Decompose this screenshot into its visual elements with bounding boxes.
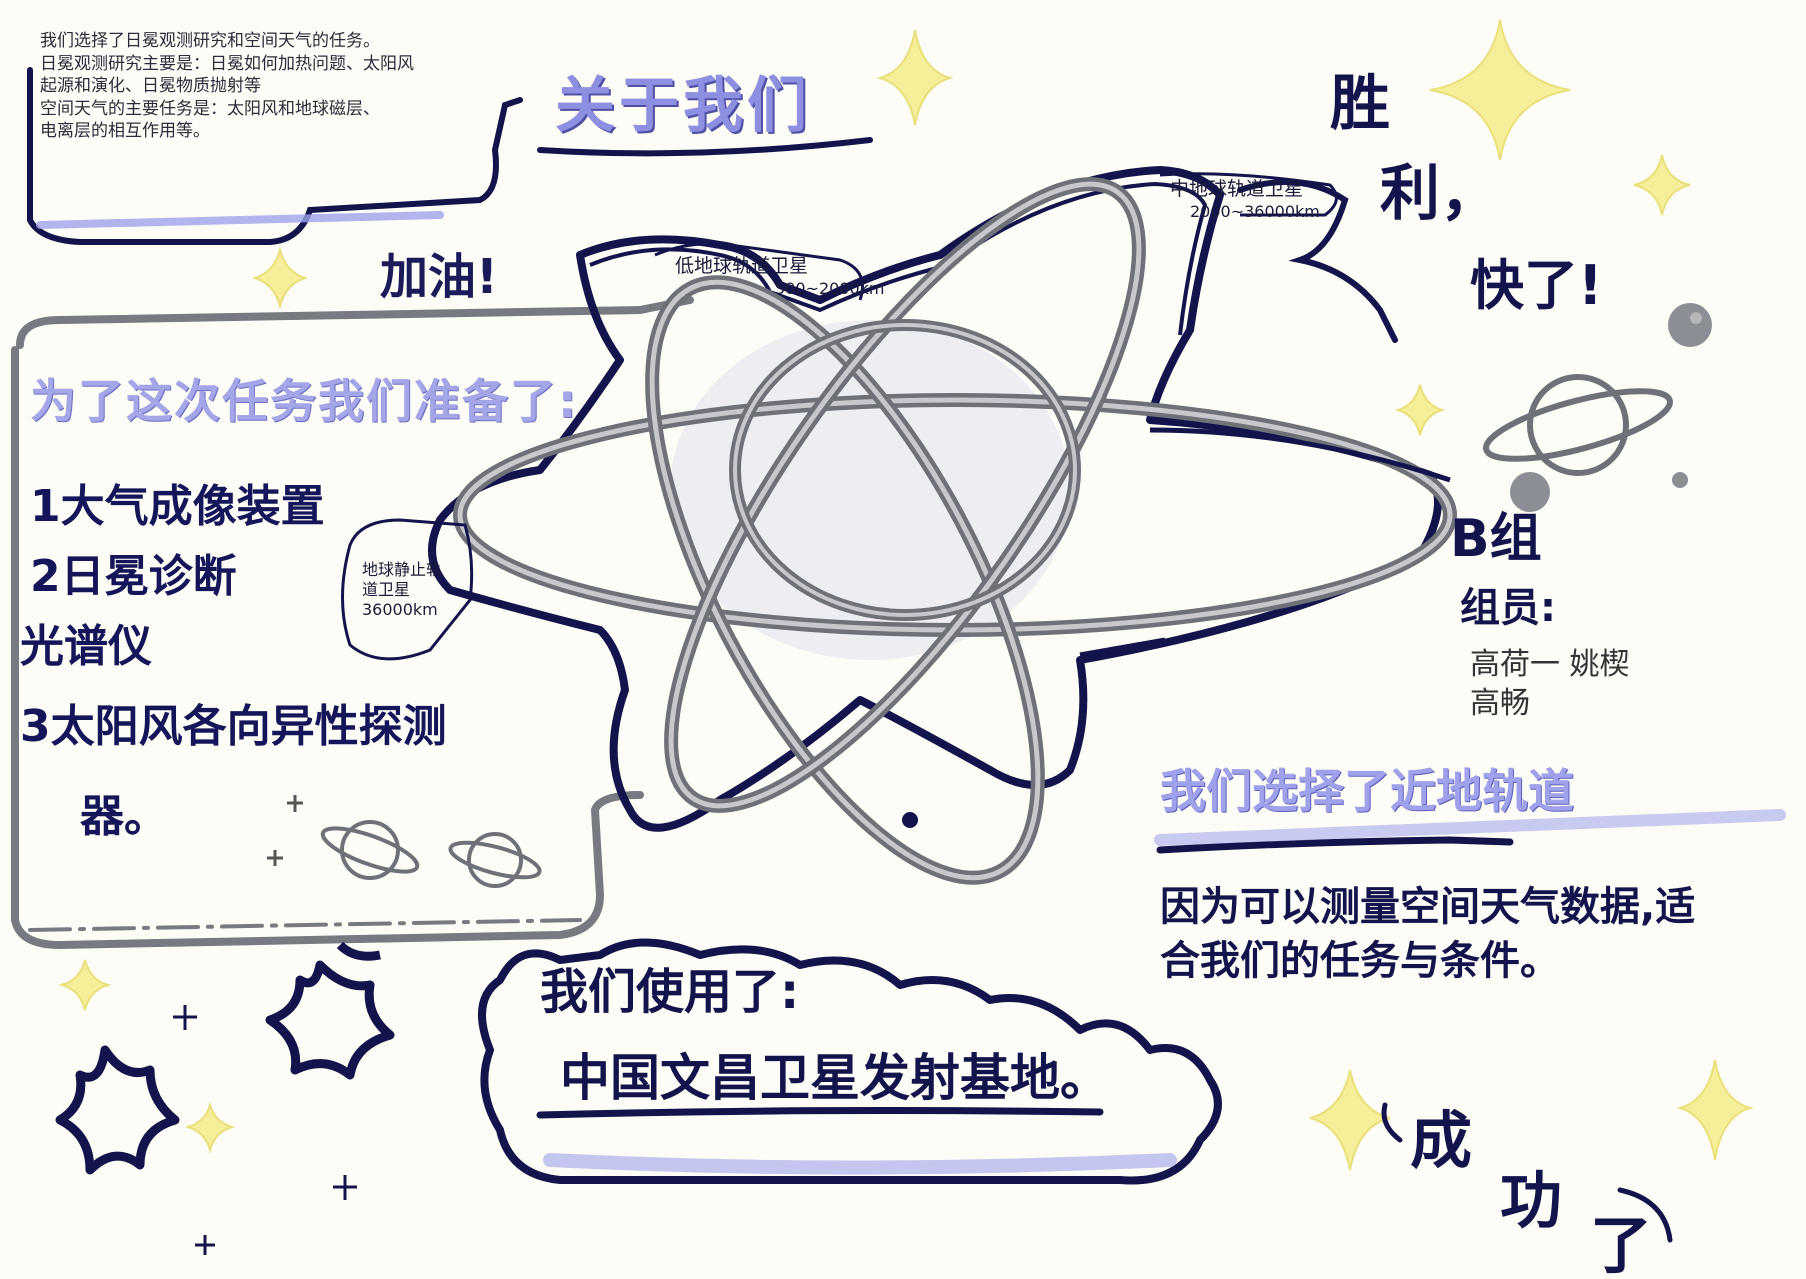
sparkle-icon: [184, 1101, 236, 1154]
about-frame: [27, 67, 523, 245]
members-label: 组员:: [1460, 585, 1556, 631]
equipment-item: 器。: [80, 791, 168, 842]
orbit-label-mid: 中地球轨道卫星 2000~36000km: [1170, 178, 1320, 222]
orbit-label-low: 低地球轨道卫星 500~2000km: [675, 255, 885, 299]
sparkle-icon: [1633, 154, 1691, 216]
orbit-label-low-name: 低地球轨道卫星: [675, 255, 809, 277]
about-line: 我们选择了日冕观测研究和空间天气的任务。: [40, 31, 380, 51]
sparkle-icon: [1309, 1069, 1391, 1171]
success-char: 了: [1590, 1209, 1653, 1279]
equipment-item: 3太阳风各向异性探测: [20, 701, 447, 752]
about-title-underline: [537, 137, 873, 157]
planet-icon: [340, 820, 400, 880]
ringed-planet-icon: [1527, 374, 1629, 476]
success-char: 功: [1500, 1164, 1563, 1237]
mission-frame: [11, 296, 694, 950]
sparkle-icon: [1394, 384, 1446, 436]
orbit-label-low-range: 500~2000km: [775, 278, 885, 298]
sparkle-small-icon: [333, 1175, 357, 1200]
orbit-label-geo-range: 36000km: [362, 600, 438, 619]
motto-line: 利，: [1380, 159, 1500, 229]
about-line: 电离层的相互作用等。: [40, 121, 210, 142]
about-line: 起源和演化、日冕物质抛射等: [40, 76, 261, 97]
about-title: 关于我们: [555, 71, 811, 141]
success-swirl: [1381, 1102, 1673, 1243]
reason-line: 合我们的任务与条件。: [1160, 938, 1560, 984]
base-underline: [536, 1107, 1104, 1119]
star-doodle-icon: [265, 960, 395, 1080]
about-line: 日冕观测研究主要是：日冕如何加热问题、太阳风: [40, 53, 414, 74]
reason-line: 因为可以测量空间天气数据,适: [1160, 884, 1696, 930]
members-list: 高荷一 姚楔 高畅: [1470, 645, 1630, 723]
orbit-label-geo: 地球静止轨 道卫星 36000km: [362, 560, 442, 620]
label-frame-geo: [341, 518, 474, 661]
about-description: 我们选择了日冕观测研究和空间天气的任务。 日冕观测研究主要是：日冕如何加热问题、…: [40, 31, 414, 145]
member-line: 高畅: [1470, 686, 1530, 721]
sparkle-small-icon: [287, 795, 303, 812]
sparkle-icon: [58, 959, 112, 1011]
group-name: B组: [1450, 509, 1542, 569]
sparkle-icon: [1429, 19, 1571, 161]
motto-line: 胜: [1330, 69, 1390, 139]
orbit-label-geo-name-a: 地球静止轨: [362, 560, 443, 579]
success-char: 成: [1410, 1104, 1473, 1177]
equipment-item: 2日冕诊断: [30, 551, 237, 602]
base-intro: 我们使用了:: [540, 964, 800, 1020]
label-frame-low: [654, 242, 864, 301]
orbit-label-mid-name: 中地球轨道卫星: [1170, 178, 1304, 200]
victory-swoosh: [1237, 179, 1398, 343]
orbit-label-mid-range: 2000~36000km: [1190, 201, 1320, 221]
star-doodle-icon: [336, 941, 381, 961]
mission-title: 为了这次任务我们准备了:: [30, 374, 579, 428]
member-line: 高荷一 姚楔: [1470, 647, 1630, 682]
sparkle-small-icon: [195, 1235, 215, 1255]
planet-icon: [1510, 472, 1550, 512]
star-doodle-icon: [55, 1045, 180, 1175]
equipment-item: 1大气成像装置: [30, 481, 325, 532]
choice-underline: [1156, 836, 1514, 854]
motto-line: 快了!: [1470, 254, 1603, 317]
base-cloud-frame: [478, 938, 1222, 1185]
sparkle-small-icon: [173, 1005, 197, 1030]
orbit-choice-title: 我们选择了近地轨道: [1160, 764, 1574, 818]
dot-icon: [902, 812, 918, 828]
sparkle-icon: [251, 246, 309, 310]
base-name: 中国文昌卫星发射基地。: [560, 1049, 1110, 1107]
planet-icon: [1668, 303, 1712, 347]
about-line: 空间天气的主要任务是：太阳风和地球磁层、: [40, 98, 380, 119]
sparkle-icon: [1676, 1059, 1754, 1161]
orbit-label-geo-name-b: 道卫星: [362, 580, 411, 599]
cheer-text: 加油!: [380, 249, 498, 305]
planet-icon: [467, 832, 523, 888]
equipment-item: 光谱仪: [20, 621, 152, 672]
sparkle-icon: [876, 29, 954, 126]
planet-icon: [1672, 472, 1688, 488]
orbit-choice-reason: 因为可以测量空间天气数据,适 合我们的任务与条件。: [1160, 880, 1695, 988]
sparkle-small-icon: [267, 850, 283, 866]
